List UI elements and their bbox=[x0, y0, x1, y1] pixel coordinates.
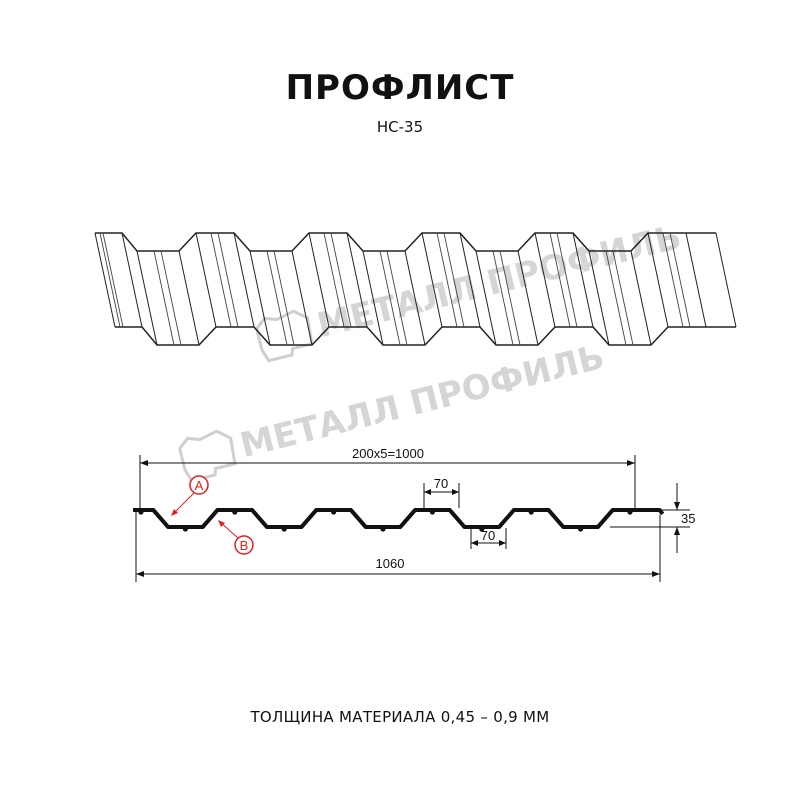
rib-line bbox=[549, 232, 571, 328]
rib-line bbox=[612, 250, 634, 346]
fold-line bbox=[630, 250, 652, 346]
fold-line bbox=[308, 232, 330, 328]
sheet-cross-section bbox=[133, 508, 665, 532]
callout-b: B bbox=[218, 520, 254, 555]
rib-line bbox=[443, 232, 465, 328]
callout-b-label: B bbox=[240, 538, 249, 553]
fold-line bbox=[346, 232, 368, 328]
fold-line bbox=[588, 250, 610, 346]
dimension-useful-width bbox=[139, 455, 636, 510]
callout-a: A bbox=[171, 475, 209, 516]
profile-outline bbox=[133, 508, 665, 529]
edge-lip-line bbox=[102, 232, 124, 328]
overall-width-label: 1060 bbox=[376, 556, 405, 571]
fold-line bbox=[404, 250, 426, 346]
fold-line bbox=[517, 250, 539, 346]
fold-line bbox=[685, 232, 707, 328]
callout-a-label: A bbox=[195, 478, 204, 493]
fold-line bbox=[421, 232, 443, 328]
stiffener-rib bbox=[380, 526, 386, 532]
fold-line bbox=[291, 250, 313, 346]
fold-line bbox=[572, 232, 594, 328]
stiffener-rib bbox=[479, 526, 485, 532]
dimension-overall-width bbox=[135, 512, 661, 582]
sheet-perspective-view bbox=[94, 232, 737, 346]
rib-line bbox=[386, 250, 408, 346]
fold-line bbox=[362, 250, 384, 346]
fold-line bbox=[715, 232, 737, 328]
rib-line bbox=[379, 250, 401, 346]
rib-line bbox=[605, 250, 627, 346]
rib-line bbox=[217, 232, 239, 328]
fold-line bbox=[647, 232, 669, 328]
rib-line bbox=[210, 232, 232, 328]
stiffener-rib bbox=[528, 509, 534, 515]
stiffener-rib bbox=[429, 509, 435, 515]
model-code: НС-35 bbox=[376, 118, 424, 136]
rib-line bbox=[556, 232, 578, 328]
fold-line bbox=[459, 232, 481, 328]
rib-line bbox=[330, 232, 352, 328]
stiffener-rib bbox=[281, 526, 287, 532]
fold-line bbox=[249, 250, 271, 346]
height-label: 35 bbox=[681, 511, 695, 526]
rib-line bbox=[499, 250, 521, 346]
sheet-bottom-edge bbox=[115, 326, 736, 346]
stiffener-rib bbox=[578, 526, 584, 532]
rib-line bbox=[266, 250, 288, 346]
fold-line bbox=[195, 232, 217, 328]
stiffener-rib bbox=[627, 509, 633, 515]
stiffener-rib bbox=[232, 509, 238, 515]
rib-line bbox=[323, 232, 345, 328]
trough-width-label: 70 bbox=[481, 528, 495, 543]
rib-line bbox=[492, 250, 514, 346]
rib-line bbox=[669, 232, 691, 328]
edge-lip-line bbox=[99, 232, 121, 328]
rib-line bbox=[160, 250, 182, 346]
stiffener-rib bbox=[138, 509, 144, 515]
page-title: ПРОФЛИСТ bbox=[285, 68, 515, 108]
rib-line bbox=[153, 250, 175, 346]
fold-line bbox=[136, 250, 158, 346]
crest-width-label: 70 bbox=[434, 476, 448, 491]
dimension-height bbox=[610, 483, 690, 553]
stiffener-rib bbox=[182, 526, 188, 532]
fold-line bbox=[475, 250, 497, 346]
fold-line bbox=[178, 250, 200, 346]
stiffener-rib bbox=[331, 509, 337, 515]
useful-width-label: 200x5=1000 bbox=[352, 446, 424, 461]
material-thickness-note: ТОЛЩИНА МАТЕРИАЛА 0,45 – 0,9 ММ bbox=[250, 708, 550, 726]
rib-line bbox=[436, 232, 458, 328]
fold-line bbox=[534, 232, 556, 328]
dimension-crest-width bbox=[423, 483, 460, 508]
rib-line bbox=[662, 232, 684, 328]
fold-line bbox=[121, 232, 143, 328]
fold-line bbox=[233, 232, 255, 328]
fold-line bbox=[94, 232, 116, 328]
logo-icon bbox=[255, 309, 314, 363]
dimension-trough-width bbox=[470, 528, 507, 549]
rib-line bbox=[273, 250, 295, 346]
logo-icon bbox=[178, 429, 237, 483]
